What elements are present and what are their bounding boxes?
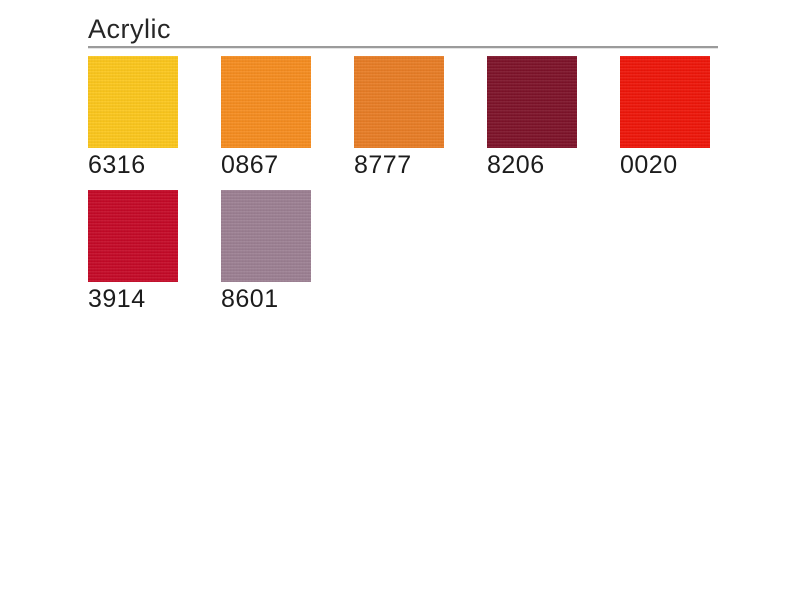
swatch-code-label: 0867 <box>221 151 279 179</box>
swatch-code-label: 6316 <box>88 151 146 179</box>
page-title: Acrylic <box>88 14 171 44</box>
fabric-color-swatch[interactable] <box>221 56 311 148</box>
swatch-cell: 6316 <box>88 56 178 178</box>
fabric-color-swatch[interactable] <box>620 56 710 148</box>
fabric-color-swatch[interactable] <box>354 56 444 148</box>
swatch-grid: 6316 0867 8777 8206 0020 3914 8601 <box>88 56 718 312</box>
swatch-code-label: 8777 <box>354 151 412 179</box>
swatch-code-label: 3914 <box>88 285 146 313</box>
swatch-code-label: 8206 <box>487 151 545 179</box>
title-divider <box>88 46 718 49</box>
fabric-color-swatch[interactable] <box>88 56 178 148</box>
swatch-cell: 3914 <box>88 190 178 312</box>
fabric-color-swatch[interactable] <box>487 56 577 148</box>
swatch-code-label: 0020 <box>620 151 678 179</box>
acrylic-color-chart: Acrylic 6316 0867 8777 8206 0020 3914 86… <box>88 0 718 312</box>
swatch-cell: 0867 <box>221 56 311 178</box>
fabric-color-swatch[interactable] <box>221 190 311 282</box>
swatch-cell: 8777 <box>354 56 444 178</box>
swatch-cell: 8601 <box>221 190 311 312</box>
fabric-color-swatch[interactable] <box>88 190 178 282</box>
swatch-cell: 8206 <box>487 56 577 178</box>
swatch-cell: 0020 <box>620 56 710 178</box>
swatch-code-label: 8601 <box>221 285 279 313</box>
